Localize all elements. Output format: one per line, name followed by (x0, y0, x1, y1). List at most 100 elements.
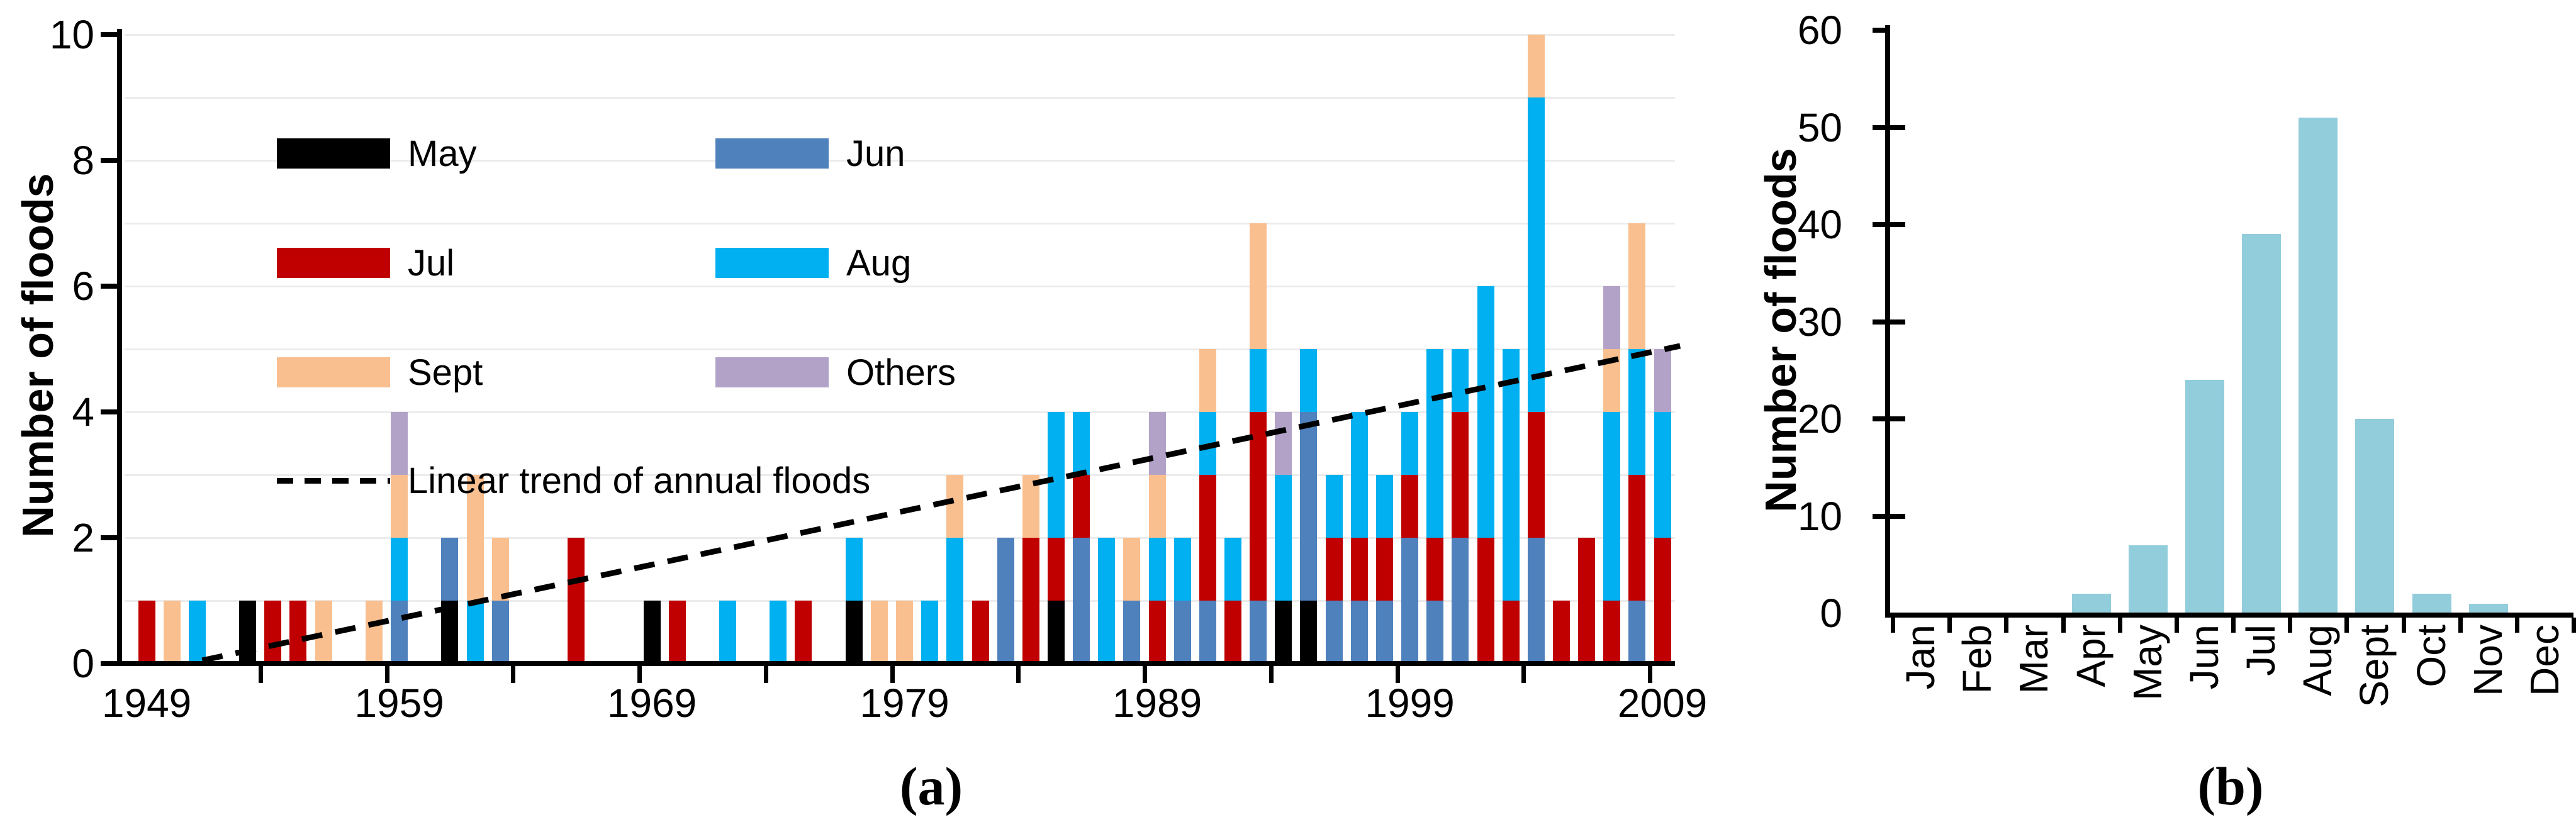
panel-a-x-tick-label-1959: 1959 (354, 680, 444, 726)
bar-segment-1983-jun (997, 538, 1014, 664)
bar-segment-1999-jun (1401, 538, 1419, 664)
bar-segment-1963-jun (491, 601, 509, 664)
panel-b-x-tick-11 (2514, 618, 2519, 633)
bar-segment-1955-jul (289, 601, 307, 664)
bar-segment-1994-aug (1275, 475, 1292, 601)
bar-segment-2001-jun (1452, 538, 1469, 664)
bar-segment-1991-jul (1199, 475, 1216, 601)
panel-a-y-tick-8 (101, 158, 117, 163)
bar-segment-1999-jul (1401, 475, 1419, 538)
bar-segment-1975-jul (795, 601, 812, 664)
panel-b-y-tick-40 (1873, 222, 1905, 227)
bar-segment-1980-aug (921, 601, 939, 664)
bar-segment-1961-jun (441, 538, 459, 601)
bar-segment-1990-aug (1173, 538, 1191, 601)
bar-segment-2003-jul (1502, 601, 1520, 664)
bar-segment-2000-jun (1426, 601, 1444, 664)
bar-segment-2008-aug (1628, 349, 1646, 475)
bar-segment-1949-jul (138, 601, 155, 664)
bar-segment-1985-aug (1047, 412, 1065, 538)
bar-oct (2412, 594, 2451, 613)
bar-segment-1996-jun (1325, 601, 1343, 664)
bar-segment-1989-others (1148, 412, 1166, 475)
bar-segment-2000-jul (1426, 538, 1444, 601)
panel-b-y-tick-label-0: 0 (1820, 591, 1842, 636)
panel-a-x-tick-1989 (1143, 666, 1147, 683)
panel-b-month-label-nov: Nov (2465, 625, 2511, 696)
bar-segment-1979-sept (896, 601, 914, 664)
bar-segment-1998-jul (1375, 538, 1393, 601)
bar-segment-1984-sept (1022, 475, 1039, 538)
bar-segment-1951-aug (188, 601, 206, 664)
legend-swatch-may-icon (277, 138, 390, 169)
panel-a-y-tick-label-4: 4 (72, 389, 94, 435)
bar-segment-1956-sept (315, 601, 332, 664)
bar-segment-1991-sept (1199, 349, 1216, 412)
legend-trend-dash-icon (277, 478, 390, 484)
panel-a-x-tick-label-1979: 1979 (860, 680, 949, 726)
legend-label-sept: Sept (408, 352, 483, 393)
panel-b-x-axis-line (1885, 613, 2573, 618)
panel-b-x-tick-10 (2458, 618, 2463, 633)
bar-segment-1986-jun (1073, 538, 1090, 664)
bar-segment-1963-sept (491, 538, 509, 601)
bar-segment-2007-aug (1603, 412, 1621, 601)
legend-swatch-sept-icon (277, 357, 390, 387)
panel-b-y-tick-30 (1873, 319, 1905, 325)
gridline-y6 (125, 286, 1675, 287)
bar-segment-1970-jul (668, 601, 686, 664)
bar-segment-1974-aug (770, 601, 787, 664)
panel-a-x-tick-1974 (763, 666, 768, 683)
panel-a-x-tick-1999 (1395, 666, 1400, 683)
panel-b-y-tick-10 (1873, 513, 1905, 519)
legend-label-jul: Jul (408, 243, 455, 284)
panel-b-y-tick-60 (1873, 28, 1885, 33)
bar-segment-1959-jun (391, 601, 408, 664)
panel-a-y-tick-label-8: 8 (72, 138, 94, 183)
bar-segment-1977-may (845, 601, 863, 664)
bar-segment-1996-jul (1325, 538, 1343, 601)
bar-segment-1993-jun (1250, 601, 1267, 664)
panel-a-x-tick-label-1969: 1969 (607, 680, 697, 726)
bar-segment-1996-aug (1325, 475, 1343, 538)
panel-a-x-axis-line (117, 661, 1675, 666)
panel-b-x-tick-6 (2231, 618, 2236, 633)
panel-a-y-tick-label-10: 10 (49, 12, 94, 57)
panel-a-x-tick-1994 (1268, 666, 1274, 683)
gridline-y8 (125, 160, 1675, 162)
legend-label-jun: Jun (846, 133, 905, 174)
panel-b-y-tick-50 (1873, 125, 1905, 130)
panel-a-x-tick-1984 (1016, 666, 1021, 683)
panel-b-month-label-jan: Jan (1898, 625, 1944, 690)
panel-a-x-tick-2004 (1521, 666, 1526, 683)
bar-segment-1966-jul (568, 538, 585, 664)
bar-segment-2002-jul (1477, 538, 1494, 664)
gridline-y10 (125, 34, 1675, 36)
panel-b-y-tick-label-40: 40 (1797, 202, 1842, 247)
panel-a-y-tick-2 (101, 535, 117, 540)
bar-segment-1972-aug (719, 601, 737, 664)
legend-label-may: May (408, 133, 477, 174)
panel-a-x-tick-label-1989: 1989 (1112, 680, 1202, 726)
bar-segment-1993-sept (1250, 223, 1267, 349)
bar-segment-2009-jul (1654, 538, 1671, 664)
bar-sept (2355, 419, 2395, 613)
panel-b-y-tick-20 (1873, 416, 1905, 421)
panel-b-month-label-feb: Feb (1954, 625, 2000, 694)
bar-segment-1988-sept (1123, 538, 1141, 601)
gridline-y7 (125, 223, 1675, 225)
bar-segment-1986-aug (1073, 412, 1090, 475)
bar-segment-1978-sept (870, 601, 888, 664)
panel-a-y-tick-label-0: 0 (72, 641, 94, 686)
legend-swatch-jun-icon (715, 138, 829, 169)
panel-b-x-tick-5 (2174, 618, 2179, 633)
bar-segment-2008-jun (1628, 601, 1646, 664)
bar-segment-1989-sept (1148, 475, 1166, 538)
legend-label-aug: Aug (846, 243, 912, 284)
bar-segment-1987-aug (1098, 538, 1116, 664)
panel-b-x-tick-9 (2401, 618, 2406, 633)
bar-segment-1997-aug (1350, 412, 1368, 538)
bar-segment-1992-aug (1224, 538, 1242, 601)
bar-segment-2004-jul (1527, 412, 1545, 538)
panel-a-y-axis-title: Number of floods (13, 173, 62, 538)
